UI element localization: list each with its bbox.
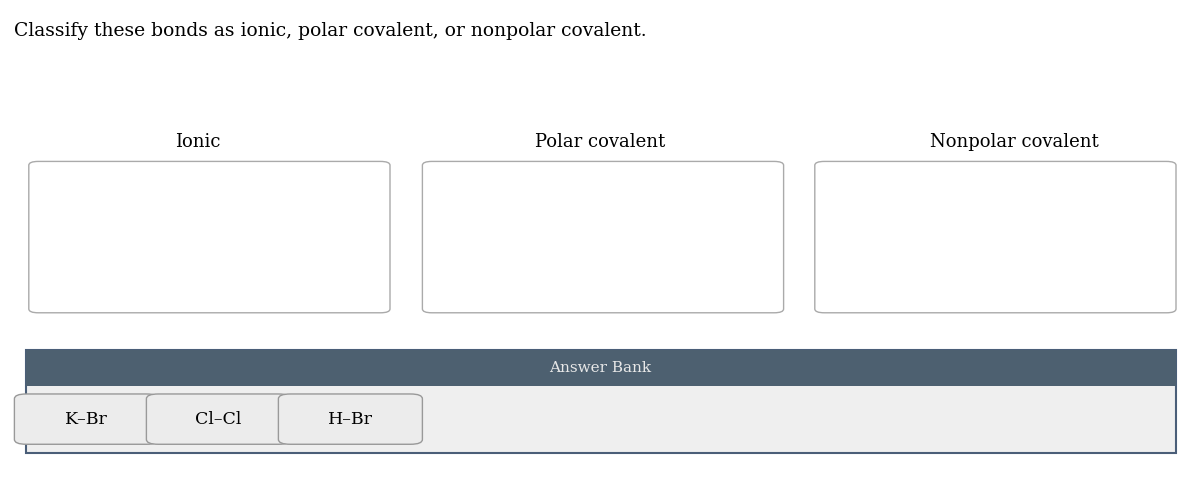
FancyBboxPatch shape — [29, 161, 390, 313]
FancyBboxPatch shape — [26, 350, 1176, 386]
FancyBboxPatch shape — [422, 161, 784, 313]
Text: Answer Bank: Answer Bank — [548, 361, 652, 375]
Text: Cl–Cl: Cl–Cl — [196, 411, 241, 428]
FancyBboxPatch shape — [14, 394, 158, 445]
Text: Polar covalent: Polar covalent — [535, 133, 665, 151]
Text: Classify these bonds as ionic, polar covalent, or nonpolar covalent.: Classify these bonds as ionic, polar cov… — [14, 22, 647, 40]
Text: K–Br: K–Br — [65, 411, 108, 428]
FancyBboxPatch shape — [26, 350, 1176, 453]
FancyBboxPatch shape — [278, 394, 422, 445]
Text: Nonpolar covalent: Nonpolar covalent — [930, 133, 1098, 151]
Text: Ionic: Ionic — [175, 133, 221, 151]
FancyBboxPatch shape — [146, 394, 290, 445]
Text: H–Br: H–Br — [328, 411, 373, 428]
FancyBboxPatch shape — [815, 161, 1176, 313]
